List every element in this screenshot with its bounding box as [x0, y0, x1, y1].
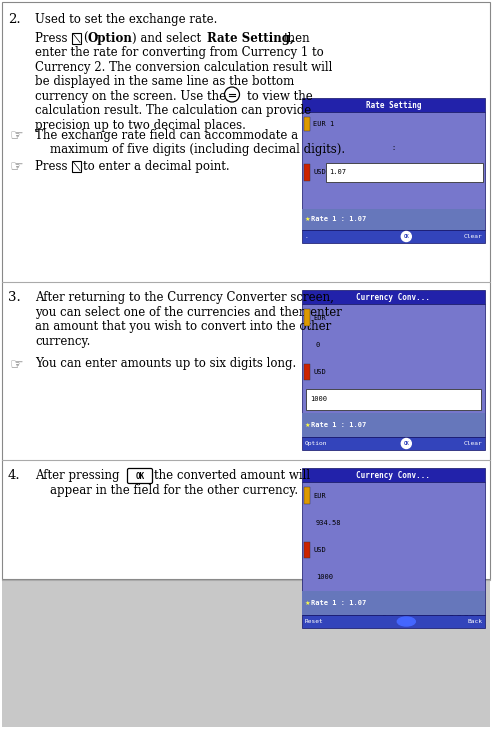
Text: ★: ★: [305, 601, 310, 606]
Text: 2.: 2.: [8, 13, 21, 26]
Text: The exchange rate field can accommodate a: The exchange rate field can accommodate …: [35, 128, 298, 141]
Bar: [302, 208, 485, 230]
Text: Option: Option: [88, 31, 133, 44]
Text: Rate 1 : 1.07: Rate 1 : 1.07: [311, 600, 366, 606]
Bar: [302, 98, 485, 112]
Bar: [304, 117, 310, 131]
Text: (: (: [83, 31, 88, 44]
Text: currency.: currency.: [35, 335, 91, 348]
Text: Press: Press: [35, 31, 71, 44]
Bar: [306, 389, 481, 410]
Text: maximum of five digits (including decimal digits).: maximum of five digits (including decima…: [50, 143, 345, 156]
Bar: [302, 482, 485, 615]
Bar: [302, 290, 485, 304]
Text: Press: Press: [35, 160, 71, 173]
Text: OK: OK: [403, 234, 409, 239]
Text: Currency 2. The conversion calculation result will: Currency 2. The conversion calculation r…: [35, 61, 333, 74]
Text: ☞: ☞: [10, 160, 24, 174]
Circle shape: [401, 439, 411, 448]
Text: Menus: Menus: [380, 613, 428, 627]
Text: ★: ★: [305, 423, 310, 427]
Text: After returning to the Currency Converter screen,: After returning to the Currency Converte…: [35, 291, 334, 304]
Text: After pressing: After pressing: [35, 469, 123, 482]
Text: 0: 0: [316, 342, 320, 348]
Bar: [302, 615, 485, 628]
Text: EUR 1: EUR 1: [313, 121, 334, 127]
Bar: [304, 542, 310, 558]
Bar: [302, 468, 485, 482]
Bar: [304, 164, 310, 181]
Bar: [302, 304, 485, 437]
Text: ★: ★: [305, 217, 310, 222]
Text: then: then: [284, 31, 310, 44]
Text: calculation result. The calculation can provide: calculation result. The calculation can …: [35, 104, 311, 117]
Text: ) and select: ) and select: [132, 31, 201, 44]
Text: to view the: to view the: [247, 90, 313, 103]
Text: Option: Option: [305, 441, 328, 446]
Text: Used to set the exchange rate.: Used to set the exchange rate.: [35, 13, 217, 26]
Text: Back: Back: [467, 619, 482, 624]
Text: 1000: 1000: [316, 574, 333, 580]
Text: precision up to two decimal places.: precision up to two decimal places.: [35, 119, 246, 131]
Text: .: .: [305, 234, 309, 239]
Text: enter the rate for converting from Currency 1 to: enter the rate for converting from Curre…: [35, 46, 324, 59]
Bar: [302, 591, 485, 615]
Bar: [2, 2, 490, 579]
Text: Clear: Clear: [463, 234, 482, 239]
Text: Rate 1 : 1.07: Rate 1 : 1.07: [311, 422, 366, 428]
Text: Reset: Reset: [305, 619, 324, 624]
Text: 1000: 1000: [310, 397, 327, 402]
Bar: [72, 160, 81, 171]
Bar: [326, 163, 483, 182]
Bar: [72, 33, 81, 44]
Text: Rate 1 : 1.07: Rate 1 : 1.07: [311, 217, 366, 222]
Text: You can enter amounts up to six digits long.: You can enter amounts up to six digits l…: [35, 357, 296, 370]
Text: :: :: [391, 145, 396, 152]
Bar: [302, 112, 485, 230]
Text: the converted amount will: the converted amount will: [154, 469, 310, 482]
Bar: [304, 488, 310, 504]
Text: an amount that you wish to convert into the other: an amount that you wish to convert into …: [35, 320, 331, 333]
Text: you can select one of the currencies and then enter: you can select one of the currencies and…: [35, 305, 342, 319]
Text: EUR: EUR: [313, 493, 326, 499]
Text: Clear: Clear: [463, 441, 482, 446]
Bar: [302, 413, 485, 437]
Text: currency on the screen. Use the: currency on the screen. Use the: [35, 90, 226, 103]
Text: appear in the field for the other currency.: appear in the field for the other curren…: [50, 483, 298, 496]
Text: 934.58: 934.58: [316, 520, 341, 526]
Circle shape: [401, 232, 411, 241]
Text: Rate Setting: Rate Setting: [366, 101, 421, 109]
Bar: [302, 437, 485, 450]
Ellipse shape: [398, 617, 415, 626]
Text: 1.07: 1.07: [329, 169, 346, 176]
Text: OK: OK: [135, 472, 145, 480]
Bar: [2, 580, 490, 727]
Text: USD: USD: [313, 169, 326, 176]
Text: 109: 109: [445, 611, 483, 629]
Bar: [304, 309, 310, 326]
Text: USD: USD: [313, 547, 326, 553]
Text: 3.: 3.: [8, 291, 21, 304]
Text: ☞: ☞: [10, 128, 24, 144]
Bar: [304, 364, 310, 381]
Text: 4.: 4.: [8, 469, 21, 482]
Text: ☞: ☞: [10, 357, 24, 372]
Text: Currency Conv...: Currency Conv...: [357, 292, 430, 302]
Text: Rate Setting,: Rate Setting,: [207, 31, 294, 44]
Bar: [302, 230, 485, 243]
Text: OK: OK: [403, 441, 409, 446]
Text: USD: USD: [313, 369, 326, 375]
Text: Currency Conv...: Currency Conv...: [357, 470, 430, 480]
Text: to enter a decimal point.: to enter a decimal point.: [83, 160, 230, 173]
Text: EUR: EUR: [313, 315, 326, 321]
Text: be displayed in the same line as the bottom: be displayed in the same line as the bot…: [35, 75, 294, 88]
